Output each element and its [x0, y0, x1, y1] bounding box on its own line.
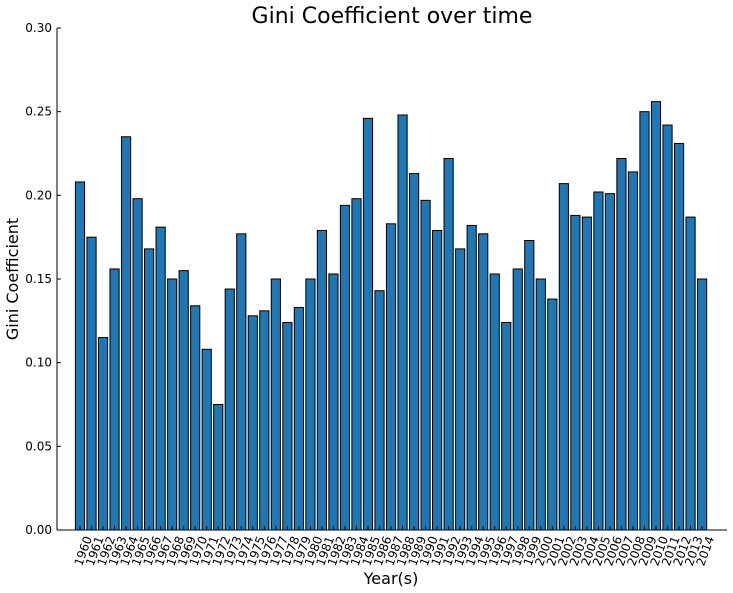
bar-2009 — [639, 111, 650, 531]
bar-1979 — [293, 306, 304, 531]
bar-2002 — [558, 183, 569, 531]
bar-2005 — [593, 191, 604, 531]
bar-1995 — [478, 233, 489, 531]
bar-2004 — [581, 216, 592, 531]
bars-group — [74, 101, 708, 531]
bar-1997 — [501, 322, 512, 531]
bar-1992 — [443, 158, 454, 531]
bar-2010 — [650, 101, 662, 531]
bar-1970 — [190, 305, 201, 531]
y-tick-label-0.00: 0.00 — [25, 523, 52, 537]
bar-1984 — [351, 198, 362, 531]
bar-1964 — [120, 136, 132, 531]
bar-1993 — [455, 248, 466, 531]
bar-1967 — [155, 226, 166, 531]
bar-1999 — [524, 240, 535, 531]
bar-2001 — [547, 298, 558, 531]
chart-title: Gini Coefficient over time — [252, 4, 533, 29]
bar-1977 — [270, 278, 281, 531]
bar-1975 — [247, 315, 258, 531]
y-tick-label-0.30: 0.30 — [25, 21, 52, 35]
bar-1972 — [213, 404, 224, 531]
bar-1963 — [109, 268, 120, 531]
y-axis: 0.00 0.05 0.10 0.15 0.20 0.25 0.30 — [25, 21, 61, 537]
bar-1980 — [305, 278, 316, 531]
x-axis: 1960196119621963196419651966196719681969… — [57, 526, 727, 568]
bar-1998 — [512, 268, 523, 531]
bar-1976 — [259, 310, 270, 531]
bar-2008 — [627, 171, 639, 531]
y-axis-label: Gini Coefficient — [3, 218, 22, 340]
bar-1982 — [328, 273, 339, 531]
y-tick-label-0.20: 0.20 — [25, 188, 52, 202]
bar-1960 — [74, 181, 86, 531]
x-axis-label: Year(s) — [363, 569, 419, 588]
y-tick-label-0.10: 0.10 — [25, 356, 52, 370]
y-tick-label-0.05: 0.05 — [25, 439, 52, 453]
bar-1990 — [420, 199, 431, 531]
bar-1973 — [224, 288, 235, 531]
bar-1985 — [362, 117, 374, 531]
bar-2013 — [685, 216, 696, 531]
bar-1968 — [167, 278, 178, 531]
bar-1971 — [201, 348, 212, 531]
bar-2014 — [696, 278, 708, 531]
bar-2003 — [570, 214, 581, 531]
bar-1994 — [466, 224, 477, 531]
y-tick-label-0.15: 0.15 — [25, 272, 52, 286]
bar-1991 — [432, 229, 443, 531]
bar-2006 — [604, 193, 616, 531]
bar-1966 — [144, 248, 155, 531]
bar-2012 — [673, 142, 685, 531]
bar-1978 — [282, 322, 293, 531]
bar-1986 — [374, 290, 385, 531]
bar-1987 — [385, 223, 397, 531]
bar-1989 — [408, 173, 420, 531]
bar-1988 — [397, 114, 408, 531]
bar-1974 — [236, 233, 247, 531]
bar-1965 — [132, 198, 143, 531]
bar-2011 — [662, 124, 673, 531]
bar-1962 — [97, 337, 109, 531]
bar-1981 — [316, 229, 328, 531]
bar-1996 — [489, 273, 500, 531]
bar-1983 — [339, 204, 351, 531]
bar-1961 — [86, 236, 97, 531]
bar-1969 — [178, 270, 189, 531]
bar-2000 — [535, 278, 546, 531]
bar-2007 — [616, 158, 627, 531]
y-tick-label-0.25: 0.25 — [25, 105, 52, 119]
